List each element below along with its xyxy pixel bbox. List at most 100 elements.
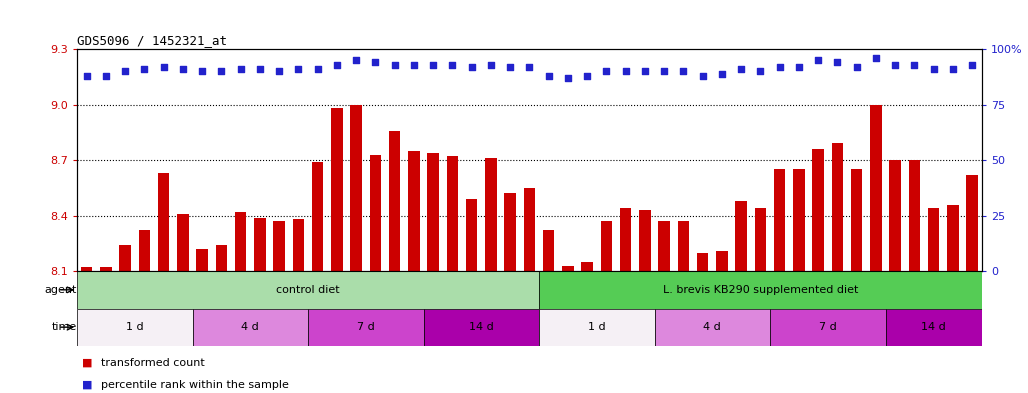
Text: ■: ■ [82, 358, 93, 368]
Point [830, 59, 846, 66]
Bar [851, 169, 862, 271]
Text: 7 d: 7 d [819, 322, 837, 332]
Point [675, 68, 692, 74]
Bar [254, 217, 265, 271]
Bar [192, 309, 308, 346]
Text: GDS5096 / 1452321_at: GDS5096 / 1452321_at [77, 33, 227, 46]
Point [309, 66, 326, 72]
Point [329, 62, 345, 68]
Bar [582, 262, 593, 271]
Point [98, 73, 114, 79]
Point [541, 73, 557, 79]
Bar [196, 249, 208, 271]
Bar [620, 208, 631, 271]
Bar [870, 105, 882, 271]
Point [559, 75, 576, 81]
Text: 1 d: 1 d [588, 322, 605, 332]
Point [521, 64, 538, 70]
Point [713, 70, 730, 77]
Point [579, 73, 595, 79]
Point [194, 68, 211, 74]
Point [906, 62, 922, 68]
Point [387, 62, 403, 68]
Bar [177, 214, 189, 271]
Point [945, 66, 961, 72]
Text: control diet: control diet [277, 285, 340, 295]
Bar [770, 309, 885, 346]
Bar [794, 169, 805, 271]
Bar [331, 108, 342, 271]
Point [78, 73, 95, 79]
Text: percentile rank within the sample: percentile rank within the sample [101, 380, 289, 389]
Point [810, 57, 827, 63]
Bar [755, 208, 766, 271]
Bar [600, 221, 613, 271]
Point [464, 64, 480, 70]
Bar [77, 271, 539, 309]
Bar [424, 309, 539, 346]
Text: 14 d: 14 d [921, 322, 946, 332]
Point [618, 68, 634, 74]
Point [406, 62, 423, 68]
Bar [77, 309, 192, 346]
Bar [428, 153, 439, 271]
Bar [812, 149, 823, 271]
Point [444, 62, 461, 68]
Text: L. brevis KB290 supplemented diet: L. brevis KB290 supplemented diet [663, 285, 858, 295]
Point [695, 73, 711, 79]
Point [425, 62, 441, 68]
Point [868, 55, 884, 61]
Point [483, 62, 500, 68]
Point [175, 66, 191, 72]
Bar [389, 130, 401, 271]
Bar [539, 309, 655, 346]
Point [848, 64, 865, 70]
Point [752, 68, 769, 74]
Text: ■: ■ [82, 380, 93, 389]
Text: 14 d: 14 d [469, 322, 493, 332]
Text: 4 d: 4 d [242, 322, 259, 332]
Point [271, 68, 288, 74]
Bar [446, 156, 458, 271]
Point [137, 66, 153, 72]
Bar [909, 160, 920, 271]
Point [232, 66, 249, 72]
Bar [81, 268, 93, 271]
Point [964, 62, 981, 68]
Text: transformed count: transformed count [101, 358, 205, 368]
Bar [370, 154, 381, 271]
Bar [139, 230, 150, 271]
Bar [216, 245, 227, 271]
Text: 7 d: 7 d [357, 322, 374, 332]
Bar [966, 175, 978, 271]
Point [290, 66, 306, 72]
Bar [100, 268, 112, 271]
Text: time: time [51, 322, 77, 332]
Point [656, 68, 672, 74]
Bar [639, 210, 651, 271]
Bar [273, 221, 285, 271]
Point [367, 59, 383, 66]
Bar [885, 309, 982, 346]
Bar [717, 251, 728, 271]
Point [155, 64, 172, 70]
Point [598, 68, 615, 74]
Bar [293, 219, 304, 271]
Bar [677, 221, 689, 271]
Bar [119, 245, 131, 271]
Point [733, 66, 749, 72]
Point [252, 66, 268, 72]
Bar [308, 309, 424, 346]
Bar [235, 212, 247, 271]
Bar [562, 266, 574, 271]
Point [347, 57, 364, 63]
Text: 1 d: 1 d [126, 322, 144, 332]
Point [502, 64, 518, 70]
Bar [735, 201, 747, 271]
Point [791, 64, 807, 70]
Point [636, 68, 653, 74]
Point [117, 68, 134, 74]
Bar [311, 162, 324, 271]
Text: agent: agent [45, 285, 77, 295]
Bar [543, 230, 554, 271]
